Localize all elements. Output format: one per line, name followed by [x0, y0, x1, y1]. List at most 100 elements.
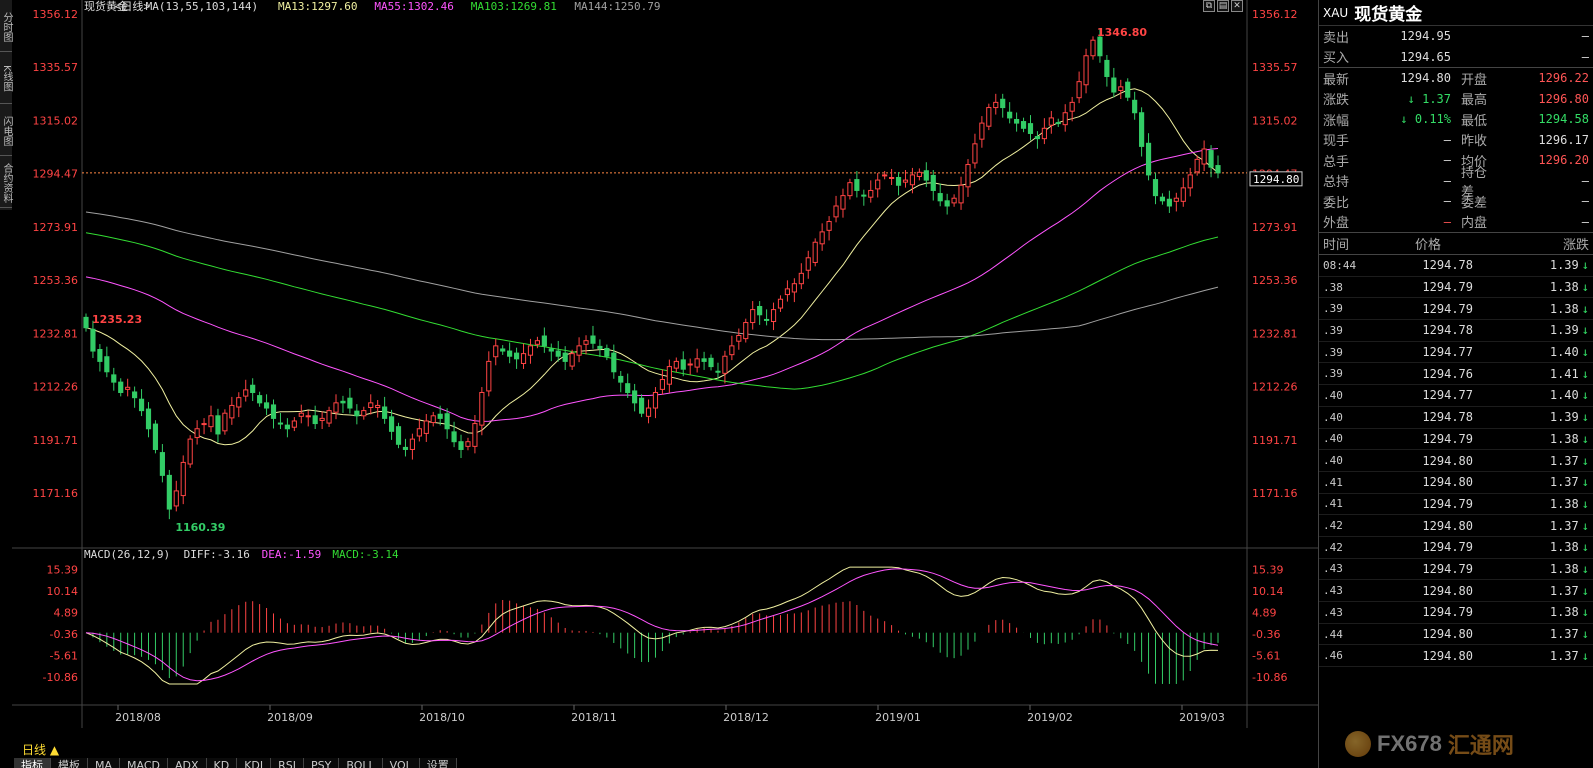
candle-body [833, 205, 839, 218]
rail-tab-contract-info[interactable]: 合约资料 [0, 156, 12, 208]
candle-body [1020, 121, 1027, 129]
candle-body [402, 446, 409, 450]
candle-body [354, 410, 360, 417]
candle-body [972, 143, 978, 164]
candle-body [507, 350, 513, 357]
candle-body [1027, 123, 1034, 134]
candle-body [666, 366, 672, 385]
candle-body [243, 389, 249, 397]
tick-time: .40 [1323, 388, 1343, 402]
tick-row: .43 1294.79 1.38 ↓ [1319, 559, 1593, 581]
candle-body [930, 174, 936, 191]
price-tick-right: 1212.26 [1252, 381, 1298, 394]
down-arrow-icon: ↓ [1581, 496, 1589, 511]
ticks-list[interactable]: 08:44 1294.78 1.39 ↓ .38 1294.79 1.38 ↓ .39 1294.… [1319, 255, 1593, 668]
tick-change-cell: 1.38 ↓ [1473, 302, 1589, 316]
rail-tab-kline[interactable]: K线图 [0, 52, 12, 104]
tick-row: .41 1294.79 1.38 ↓ [1319, 494, 1593, 516]
rail-tab-flash[interactable]: 闪电图 [0, 104, 12, 156]
indicator-tab[interactable]: ADX [168, 758, 207, 768]
indicator-tab[interactable]: KDJ [237, 758, 272, 768]
indicator-tab[interactable]: MACD [120, 758, 168, 768]
candle-body [812, 241, 818, 263]
stat-label: 涨跌 [1323, 93, 1350, 109]
period-selector-button[interactable]: 日线 ▲ [22, 743, 60, 757]
candle-body [1132, 99, 1138, 114]
header-period: <日线> [115, 0, 151, 13]
stat-value2: – [1581, 173, 1589, 188]
down-arrow-icon: ↓ [1581, 605, 1589, 620]
candle-body [493, 345, 499, 358]
restore-icon[interactable]: ⧉ [1203, 0, 1215, 12]
candle-body [208, 415, 214, 428]
ma55-line [85, 148, 1219, 422]
candle-body [722, 355, 728, 374]
stat-value: ↓ 1.37 [1407, 91, 1451, 106]
quote-panel: XAU 现货黄金 卖出 1294.95 – 买入 1294.65 – 最新 1294.80 开… [1318, 0, 1593, 768]
header-ma55: MA55:1302.46 [374, 0, 453, 13]
macd-tick-right: -0.36 [1252, 628, 1280, 641]
stat-label2: 均价 [1461, 154, 1488, 170]
candle-body [152, 423, 159, 450]
stat-value2: – [1581, 214, 1589, 229]
candle-body [1048, 117, 1054, 126]
rail-tab-timeshare[interactable]: 分时图 [0, 0, 12, 52]
down-arrow-icon: ↓ [1581, 627, 1589, 642]
stat-value2: 1296.80 [1538, 91, 1589, 106]
close-icon[interactable]: ✕ [1231, 0, 1243, 12]
down-arrow-icon: ↓ [1581, 323, 1589, 338]
date-tick: 2018/09 [267, 711, 313, 724]
indicator-tabs: 指标 模板 MA MACD ADX KD KDJ RSI PSY BOLL VOL 设置 [14, 758, 457, 768]
indicator-tab[interactable]: RSI [271, 758, 305, 768]
tick-change-cell: 1.38 ↓ [1473, 562, 1589, 576]
indicator-tab[interactable]: MA [88, 758, 121, 768]
tick-price: 1294.78 [1422, 410, 1473, 425]
tick-price: 1294.80 [1422, 583, 1473, 598]
tick-row: .39 1294.77 1.40 ↓ [1319, 342, 1593, 364]
stat-label2: 开盘 [1461, 72, 1488, 88]
stat-label: 最新 [1323, 72, 1350, 88]
indicator-tab[interactable]: KD [206, 758, 238, 768]
candle-body [743, 322, 749, 340]
stat-label2: 内盘 [1461, 216, 1488, 232]
down-arrow-icon: ↓ [1581, 518, 1589, 533]
tick-time: .44 [1323, 627, 1343, 641]
tick-row: .38 1294.79 1.38 ↓ [1319, 277, 1593, 299]
down-arrow-icon: ↓ [1581, 388, 1589, 403]
indicator-tab[interactable]: BOLL [339, 758, 383, 768]
header-ma-label: MA(13,55,103,144) [146, 0, 259, 13]
tick-time: .42 [1323, 519, 1343, 533]
stat-label: 委比 [1323, 195, 1350, 211]
price-tick-left: 1356.12 [33, 8, 79, 21]
tick-price: 1294.76 [1422, 366, 1473, 381]
price-tick-left: 1232.81 [33, 327, 79, 340]
macd-tick-left: -5.61 [50, 650, 78, 663]
price-tick-right: 1335.57 [1252, 61, 1298, 74]
indicator-tab[interactable]: 指标 [14, 758, 51, 768]
candle-body [611, 352, 617, 373]
tick-time: .39 [1323, 367, 1343, 381]
ticks-header: 时间 价格 涨跌 [1319, 233, 1593, 255]
stat-label: 外盘 [1323, 216, 1350, 232]
ticks-header-price: 价格 [1414, 238, 1441, 253]
candle-body [638, 397, 645, 414]
tick-price: 1294.79 [1422, 561, 1473, 576]
candle-body [1000, 98, 1006, 109]
indicator-tab[interactable]: 设置 [419, 758, 457, 768]
tick-change-cell: 1.39 ↓ [1473, 410, 1589, 424]
indicator-tab[interactable]: VOL [382, 758, 420, 768]
kline-chart[interactable]: 现货黄金<日线>MA(13,55,103,144) MA13:1297.60 MA5… [0, 0, 1318, 728]
tick-row: .39 1294.78 1.39 ↓ [1319, 320, 1593, 342]
indicator-tab[interactable]: 模板 [51, 758, 88, 768]
candle-body [909, 174, 916, 186]
candle-body [951, 197, 957, 204]
stats-section: 最新 1294.80 开盘 1296.22 涨跌 ↓ 1.37 最高 1296.80 涨幅 ↓ 0… [1319, 68, 1593, 233]
chart-layout-icon[interactable]: ▤ [1217, 0, 1229, 12]
candle-body [923, 170, 929, 181]
tick-price: 1294.80 [1422, 518, 1473, 533]
candle-body [1194, 158, 1200, 173]
indicator-tab[interactable]: PSY [304, 758, 340, 768]
candle-body [173, 490, 179, 507]
high-annotation: 1346.80 [1097, 26, 1147, 39]
stat-label2: 最低 [1461, 113, 1488, 129]
